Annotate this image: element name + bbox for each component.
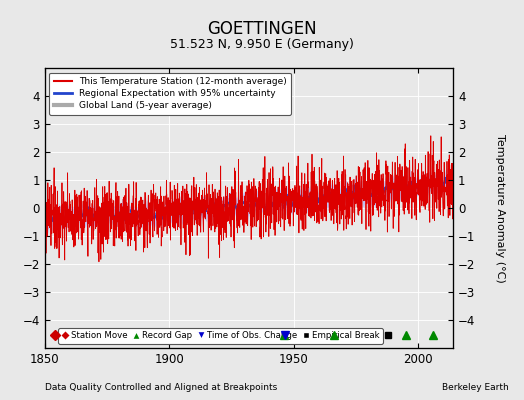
Y-axis label: Temperature Anomaly (°C): Temperature Anomaly (°C)	[495, 134, 505, 282]
Text: 51.523 N, 9.950 E (Germany): 51.523 N, 9.950 E (Germany)	[170, 38, 354, 51]
Text: GOETTINGEN: GOETTINGEN	[207, 20, 317, 38]
Text: Data Quality Controlled and Aligned at Breakpoints: Data Quality Controlled and Aligned at B…	[45, 383, 277, 392]
Legend: Station Move, Record Gap, Time of Obs. Change, Empirical Break: Station Move, Record Gap, Time of Obs. C…	[58, 328, 383, 344]
Text: Berkeley Earth: Berkeley Earth	[442, 383, 508, 392]
